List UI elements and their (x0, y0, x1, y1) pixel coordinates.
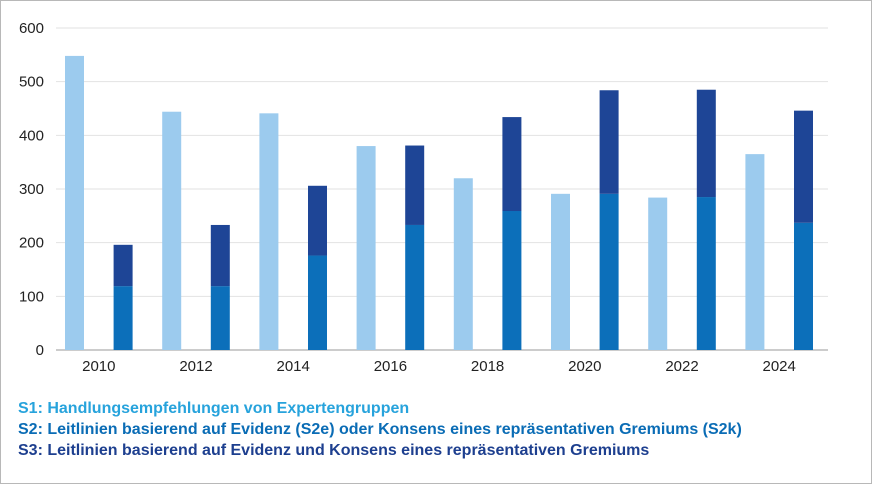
bar-s2-2023 (696, 197, 716, 350)
bar-s2-2025 (794, 222, 813, 350)
bar-s3-2019 (502, 117, 522, 212)
bar-s1-2024 (745, 154, 765, 350)
bar-s3-2013 (210, 224, 230, 287)
bar-s1-2012 (162, 111, 182, 350)
bar-chart: 0 100 200 300 400 500 600 2010 2012 2014 2016 2018… (19, 20, 828, 375)
y-tick-label-500: 500 (19, 74, 44, 91)
y-tick-label-200: 200 (19, 235, 44, 252)
legend-item-s3: S3: Leitlinien basierend auf Evidenz und… (18, 442, 650, 459)
x-tick-label-2014: 2014 (277, 358, 310, 375)
legend: S1: Handlungsempfehlungen von Expertengr… (18, 398, 742, 461)
y-axis-ticks: 0 100 200 300 400 500 600 (19, 20, 44, 359)
y-tick-label-0: 0 (36, 342, 44, 359)
bar-s3-2015 (308, 185, 327, 256)
bar-s2-2017 (405, 224, 425, 350)
y-tick-label-300: 300 (19, 181, 44, 198)
x-tick-label-2024: 2024 (763, 358, 796, 375)
bar-s2-2019 (502, 211, 522, 350)
x-tick-label-2012: 2012 (179, 358, 212, 375)
x-tick-label-2020: 2020 (568, 358, 601, 375)
x-tick-label-2016: 2016 (374, 358, 407, 375)
bar-s1-2010 (65, 55, 84, 350)
bar-s3-2011 (113, 244, 133, 287)
bar-s3-2023 (696, 89, 716, 198)
y-tick-label-100: 100 (19, 288, 44, 305)
bar-s1-2022 (648, 197, 668, 350)
x-tick-label-2010: 2010 (82, 358, 115, 375)
x-tick-label-2018: 2018 (471, 358, 504, 375)
bar-s3-2021 (599, 90, 619, 194)
bar-s2-2011 (113, 286, 133, 350)
bar-s1-2020 (551, 193, 570, 350)
bar-s1-2018 (453, 178, 473, 350)
bars (65, 55, 813, 350)
bar-s2-2013 (210, 286, 230, 350)
bar-s2-2015 (308, 255, 327, 350)
bar-s1-2014 (259, 113, 279, 350)
legend-item-s2: S2: Leitlinien basierend auf Evidenz (S2… (18, 421, 742, 438)
bar-s3-2025 (794, 110, 813, 223)
x-axis-ticks: 2010 2012 2014 2016 2018 2020 2022 2024 (82, 358, 796, 375)
x-tick-label-2022: 2022 (665, 358, 698, 375)
bar-s2-2021 (599, 193, 619, 350)
bar-s1-2016 (356, 146, 376, 350)
legend-item-s1: S1: Handlungsempfehlungen von Expertengr… (18, 400, 410, 417)
bar-s3-2017 (405, 145, 425, 225)
y-tick-label-600: 600 (19, 20, 44, 37)
y-tick-label-400: 400 (19, 127, 44, 144)
